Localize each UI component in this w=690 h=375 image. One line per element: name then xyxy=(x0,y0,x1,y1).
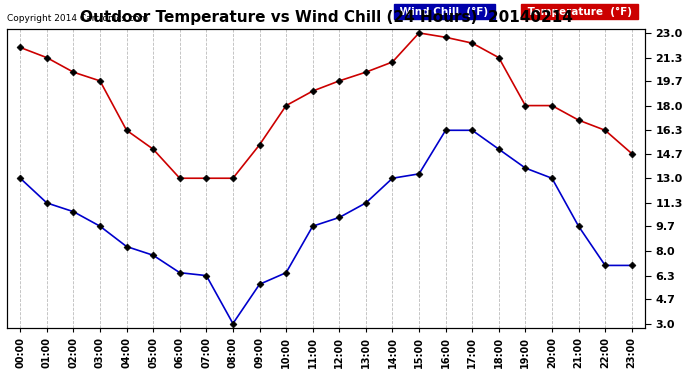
Text: Copyright 2014 Cartronics.com: Copyright 2014 Cartronics.com xyxy=(7,13,148,22)
Text: Temperature  (°F): Temperature (°F) xyxy=(524,6,635,16)
Text: Wind Chill  (°F): Wind Chill (°F) xyxy=(396,6,492,16)
Title: Outdoor Temperature vs Wind Chill (24 Hours)  20140214: Outdoor Temperature vs Wind Chill (24 Ho… xyxy=(79,10,573,25)
